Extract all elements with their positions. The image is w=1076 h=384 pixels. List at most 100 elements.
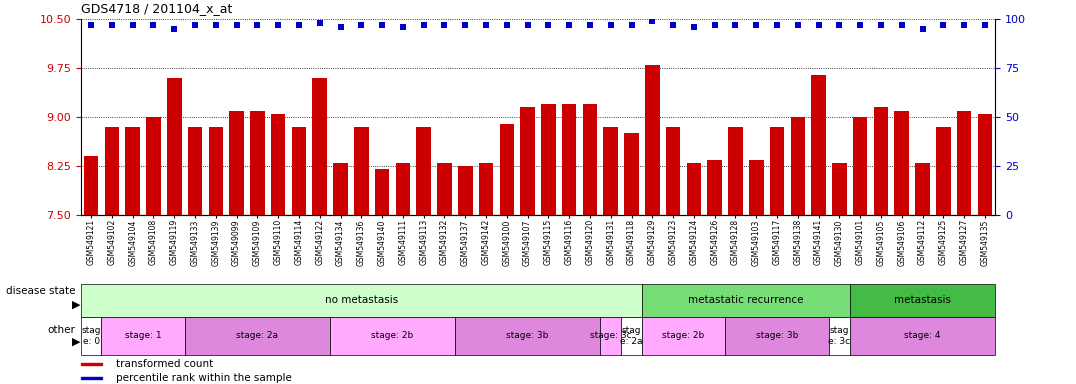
Bar	[978, 114, 992, 215]
Point	[394, 24, 411, 30]
Bar	[874, 107, 889, 215]
Bar	[666, 127, 680, 215]
Point	[311, 20, 328, 26]
Bar	[850, 284, 995, 317]
Point	[685, 24, 703, 30]
Point	[976, 22, 993, 28]
Text: metastatic recurrence: metastatic recurrence	[689, 295, 804, 306]
Text: stage: 1: stage: 1	[125, 331, 161, 341]
Text: stage: 2b: stage: 2b	[663, 331, 705, 341]
Point	[456, 22, 473, 28]
Bar	[624, 134, 639, 215]
Point	[540, 22, 557, 28]
Text: transformed count: transformed count	[115, 359, 213, 369]
Bar	[292, 127, 307, 215]
Bar	[749, 160, 764, 215]
Text: ▶: ▶	[72, 299, 81, 310]
Text: stag
e: 3c: stag e: 3c	[829, 326, 850, 346]
Bar	[455, 317, 600, 355]
Bar	[642, 317, 725, 355]
Bar	[81, 317, 101, 355]
Point	[519, 22, 536, 28]
Bar	[396, 163, 410, 215]
Bar	[521, 107, 535, 215]
Point	[561, 22, 578, 28]
Point	[581, 22, 598, 28]
Bar	[791, 117, 805, 215]
Bar	[334, 163, 348, 215]
Bar	[354, 127, 369, 215]
Point	[208, 22, 225, 28]
Bar	[707, 160, 722, 215]
Point	[249, 22, 266, 28]
Point	[603, 22, 620, 28]
Point	[643, 18, 661, 24]
Bar	[811, 74, 826, 215]
Text: stage: 3b: stage: 3b	[507, 331, 549, 341]
Bar	[604, 127, 618, 215]
Point	[706, 22, 723, 28]
Bar	[916, 163, 930, 215]
Point	[893, 22, 910, 28]
Text: other: other	[47, 325, 75, 335]
Bar	[458, 166, 472, 215]
Bar	[104, 127, 119, 215]
Bar	[209, 127, 223, 215]
Bar	[81, 284, 642, 317]
Point	[436, 22, 453, 28]
Bar	[957, 111, 972, 215]
Bar	[686, 163, 702, 215]
Bar	[642, 284, 850, 317]
Bar	[499, 124, 514, 215]
Point	[498, 22, 515, 28]
Point	[166, 26, 183, 32]
Bar	[271, 114, 285, 215]
Point	[103, 22, 121, 28]
Text: stage: 4: stage: 4	[904, 331, 940, 341]
Bar	[725, 317, 829, 355]
Text: stage: 3c: stage: 3c	[590, 331, 632, 341]
Point	[145, 22, 162, 28]
Text: stag
e: 0: stag e: 0	[82, 326, 101, 346]
Bar	[645, 65, 660, 215]
Bar	[229, 111, 244, 215]
Point	[623, 22, 640, 28]
Text: stage: 2a: stage: 2a	[237, 331, 279, 341]
Point	[789, 22, 806, 28]
Text: stage: 2b: stage: 2b	[371, 331, 413, 341]
Bar	[330, 317, 455, 355]
Bar	[829, 317, 850, 355]
Point	[768, 22, 785, 28]
Point	[353, 22, 370, 28]
Text: GDS4718 / 201104_x_at: GDS4718 / 201104_x_at	[81, 2, 232, 15]
Point	[810, 22, 827, 28]
Bar	[81, 363, 102, 365]
Bar	[312, 78, 327, 215]
Point	[373, 22, 391, 28]
Text: no metastasis: no metastasis	[325, 295, 398, 306]
Bar	[81, 377, 102, 379]
Text: stag
e: 2a: stag e: 2a	[620, 326, 642, 346]
Bar	[621, 317, 642, 355]
Point	[228, 22, 245, 28]
Text: percentile rank within the sample: percentile rank within the sample	[115, 372, 292, 383]
Point	[478, 22, 495, 28]
Bar	[416, 127, 431, 215]
Text: disease state: disease state	[5, 286, 75, 296]
Bar	[167, 78, 182, 215]
Point	[83, 22, 100, 28]
Bar	[146, 117, 160, 215]
Bar	[250, 111, 265, 215]
Bar	[832, 163, 847, 215]
Point	[665, 22, 682, 28]
Point	[331, 24, 349, 30]
Point	[270, 22, 287, 28]
Point	[955, 22, 973, 28]
Point	[935, 22, 952, 28]
Text: ▶: ▶	[72, 337, 81, 347]
Bar	[936, 127, 950, 215]
Bar	[769, 127, 784, 215]
Bar	[853, 117, 867, 215]
Bar	[600, 317, 621, 355]
Bar	[84, 156, 98, 215]
